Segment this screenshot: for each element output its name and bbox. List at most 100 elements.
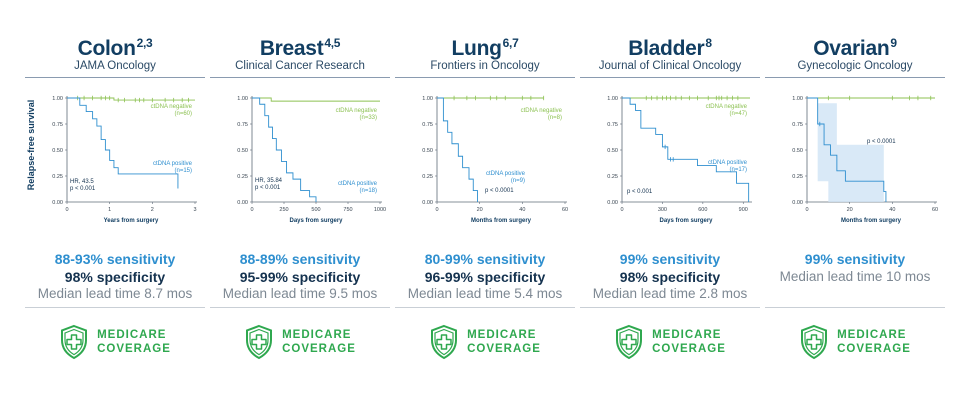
stats-divider [395, 307, 575, 308]
panel-bladder: Bladder8 Journal of Clinical Oncology 0.00… [580, 0, 760, 402]
medicare-line2: COVERAGE [652, 343, 726, 355]
y-tick-label: 0.25 [792, 174, 803, 180]
x-tick-label: 900 [739, 207, 748, 213]
medicare-badge: MEDICARE COVERAGE [395, 322, 575, 362]
y-tick-label: 1.00 [422, 96, 433, 102]
medicare-badge: MEDICARE COVERAGE [580, 322, 760, 362]
shield-plus-icon [801, 324, 828, 360]
legend-positive: ctDNA positive [486, 171, 526, 177]
panel-title: Colon2,3 [25, 36, 205, 61]
y-tick-label: 0.25 [52, 174, 63, 180]
x-tick-label: 60 [562, 207, 568, 213]
x-tick-label: 1 [108, 207, 111, 213]
title-divider [765, 77, 945, 78]
x-tick-label: 40 [889, 207, 895, 213]
x-axis-label: Days from surgery [659, 218, 713, 224]
medicare-label: MEDICARE COVERAGE [282, 328, 356, 356]
x-axis-label: Years from surgery [104, 218, 159, 224]
legend-n: (n=15) [174, 168, 192, 174]
x-tick-label: 250 [279, 207, 288, 213]
specificity-text: 95-99% specificity [239, 269, 361, 285]
panel-title-text: Breast [259, 37, 324, 60]
legend-negative: ctDNA negative [336, 108, 378, 114]
panel-ovarian: Ovarian9 Gynecologic Oncology 0.00 0.25 0.50… [765, 0, 945, 402]
specificity-text: 98% specificity [619, 269, 721, 285]
panel-colon: Colon2,3 JAMA Oncology 0.00 0.25 0.50 0.75 1.0… [25, 0, 205, 402]
legend-n: (n=8) [548, 115, 562, 121]
x-tick-label: 600 [698, 207, 707, 213]
y-tick-label: 0.00 [52, 200, 63, 206]
x-tick-label: 0 [620, 207, 623, 213]
medicare-label: MEDICARE COVERAGE [97, 328, 171, 356]
series-line-positive [252, 97, 317, 202]
shield-plus-icon [246, 324, 273, 360]
y-tick-label: 1.00 [52, 96, 63, 102]
panel-title: Bladder8 [580, 36, 760, 61]
y-tick-label: 0.50 [52, 148, 63, 154]
panel-title-text: Bladder [628, 37, 705, 60]
specificity-text: 96-99% specificity [424, 269, 546, 285]
x-tick-label: 750 [343, 207, 352, 213]
x-tick-label: 0 [805, 207, 808, 213]
x-tick-label: 1000 [374, 207, 386, 213]
stats-divider [765, 307, 945, 308]
legend-positive: ctDNA positive [708, 160, 748, 166]
title-divider [395, 77, 575, 78]
x-tick-label: 0 [65, 207, 68, 213]
x-axis-label: Months from surgery [471, 218, 532, 224]
x-tick-label: 40 [519, 207, 525, 213]
y-axis-label-container: Relapse-free survival [24, 90, 38, 200]
y-tick-label: 1.00 [792, 96, 803, 102]
stats-divider [210, 307, 390, 308]
y-tick-label: 0.50 [237, 148, 248, 154]
legend-positive: ctDNA positive [338, 181, 378, 187]
medicare-badge: MEDICARE COVERAGE [765, 322, 945, 362]
journal-name: Frontiers in Oncology [430, 60, 540, 72]
medicare-line1: MEDICARE [652, 329, 722, 341]
y-tick-label: 0.00 [607, 200, 618, 206]
legend-n: (n=60) [174, 111, 192, 117]
stats-divider [580, 307, 760, 308]
lead-time-text: Median lead time 9.5 mos [222, 286, 378, 301]
lead-time-text: Median lead time 10 mos [779, 269, 931, 284]
medicare-badge: MEDICARE COVERAGE [210, 322, 390, 362]
legend-negative: ctDNA negative [706, 104, 748, 110]
medicare-badge: MEDICARE COVERAGE [25, 322, 205, 362]
series-line-negative [67, 97, 195, 101]
chart-annotation: p < 0.0001 [867, 139, 896, 145]
y-tick-label: 0.25 [607, 174, 618, 180]
panel-title: Breast4,5 [210, 36, 390, 61]
legend-n: (n=47) [729, 111, 747, 117]
chart-annotation: p < 0.001 [627, 189, 653, 195]
sensitivity-text: 80-99% sensitivity [424, 251, 546, 267]
lead-time-text: Median lead time 2.8 mos [592, 286, 748, 301]
x-tick-label: 300 [658, 207, 667, 213]
panel-title: Lung6,7 [395, 36, 575, 61]
chart-annotation: HR, 43.5 [70, 179, 94, 185]
chart-annotation: p < 0.001 [255, 185, 281, 191]
chart-annotation: HR, 35.84 [255, 178, 283, 184]
y-tick-label: 0.75 [422, 122, 433, 128]
x-tick-label: 500 [311, 207, 320, 213]
chart-annotation: p < 0.0001 [485, 188, 514, 194]
medicare-line1: MEDICARE [97, 329, 167, 341]
journal-name: Gynecologic Oncology [797, 60, 913, 72]
y-axis-label-svg: Relapse-free survival [26, 100, 36, 191]
medicare-line1: MEDICARE [467, 329, 537, 341]
medicare-line2: COVERAGE [282, 343, 356, 355]
km-chart: 0.00 0.25 0.50 0.75 1.00 0 250 500 750 1000 Days f… [237, 96, 386, 224]
km-chart: 0.00 0.25 0.50 0.75 1.00 0 300 600 900 Days from … [607, 95, 752, 224]
stats-divider [25, 307, 205, 308]
specificity-text: 98% specificity [64, 269, 166, 285]
panel-title-text: Lung [451, 37, 502, 60]
sensitivity-text: 99% sensitivity [619, 251, 721, 267]
panel-lung: Lung6,7 Frontiers in Oncology 0.00 0.25 0.50… [395, 0, 575, 402]
km-chart: 0.00 0.25 0.50 0.75 1.00 0 20 40 60 Months from s… [422, 95, 568, 224]
legend-positive: ctDNA positive [153, 161, 193, 167]
journal-name: Journal of Clinical Oncology [598, 60, 742, 72]
lead-time-text: Median lead time 5.4 mos [407, 286, 563, 301]
title-divider [25, 77, 205, 78]
x-tick-label: 20 [477, 207, 483, 213]
km-chart: 0.00 0.25 0.50 0.75 1.00 0 20 40 60 Months from s… [792, 95, 938, 224]
